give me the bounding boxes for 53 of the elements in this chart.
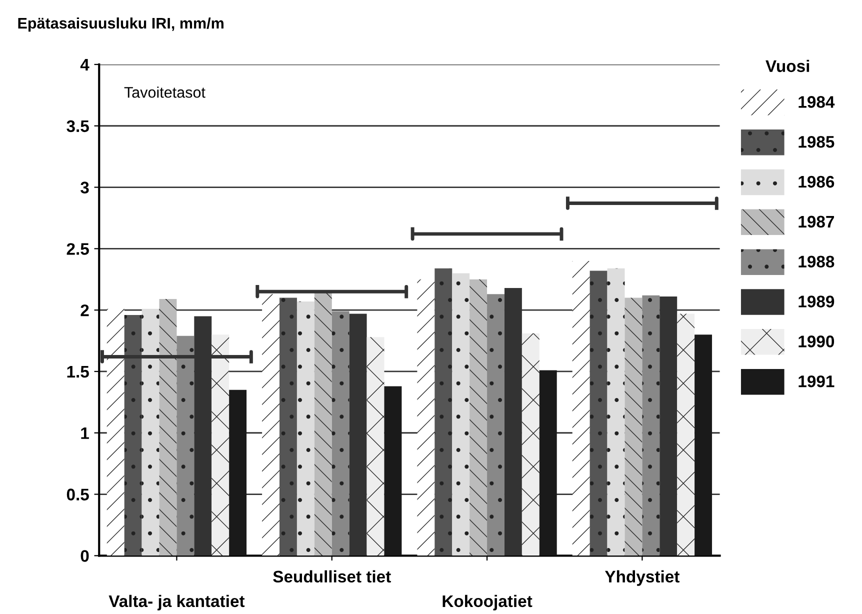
legend-title: Vuosi <box>766 60 810 72</box>
x-tick-label: Kokoojatiet <box>442 594 532 610</box>
bar <box>572 260 590 556</box>
legend-label: 1986 <box>798 176 834 188</box>
y-tick-label: 0 <box>80 550 89 562</box>
bar <box>296 301 314 556</box>
legend-label: 1989 <box>798 296 834 308</box>
bar <box>212 334 230 556</box>
x-tick-label: Yhdystiet <box>604 570 680 586</box>
bar <box>590 270 608 556</box>
bar <box>487 294 504 556</box>
bar <box>332 311 350 556</box>
annotation: Tavoitetasot <box>124 86 206 98</box>
bar <box>384 386 402 556</box>
legend-label: 1988 <box>798 256 834 268</box>
bar <box>522 333 540 556</box>
legend-label: 1990 <box>798 336 834 348</box>
bar <box>539 370 557 556</box>
y-tick-label: 1.5 <box>67 366 89 378</box>
bar <box>434 268 452 556</box>
bar <box>314 292 332 556</box>
bar <box>176 336 194 556</box>
bar <box>366 337 384 556</box>
bar <box>229 390 247 556</box>
bar <box>677 314 695 556</box>
legend-label: 1991 <box>798 375 834 388</box>
y-tick-label: 2.5 <box>66 243 89 255</box>
legend-label: 1987 <box>798 216 834 228</box>
bar <box>694 334 712 556</box>
bar <box>470 279 488 556</box>
bar <box>624 298 642 556</box>
legend-label: 1985 <box>798 136 834 148</box>
y-tick-label: 3 <box>80 182 89 194</box>
legend-label: 1984 <box>798 96 835 108</box>
bar <box>280 298 297 556</box>
bar <box>452 273 470 556</box>
bar <box>607 268 625 556</box>
y-tick-label: 2 <box>80 304 89 316</box>
bar <box>417 279 435 556</box>
bar <box>262 294 280 556</box>
bar <box>349 314 367 556</box>
bar <box>642 295 660 556</box>
y-tick-label: 3.5 <box>66 120 89 132</box>
y-tick-label: 0.5 <box>66 488 89 500</box>
bar <box>159 299 177 556</box>
y-tick-label: 4 <box>80 59 90 71</box>
x-tick-label: Seudulliset tiet <box>273 570 391 583</box>
bar <box>124 314 142 556</box>
x-tick-label: Valta- ja kantatiet <box>108 594 245 610</box>
bar <box>106 308 124 556</box>
bar <box>142 308 160 556</box>
y-tick-label: 1 <box>81 427 89 439</box>
y-axis-title: Epätasaisuusluku IRI, mm/m <box>18 17 224 32</box>
